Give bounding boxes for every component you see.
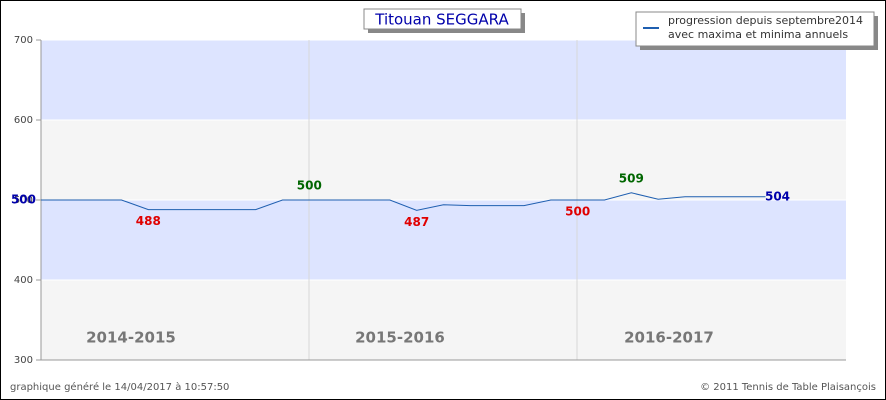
annotation: 500 [297, 179, 322, 193]
current-value: 500 [11, 193, 36, 207]
chart-title: Titouan SEGGARA [374, 11, 509, 29]
period-label: 2015-2016 [355, 329, 445, 347]
period-label: 2014-2015 [86, 329, 176, 347]
footer-right: © 2011 Tennis de Table Plaisançois [700, 382, 876, 393]
band [41, 40, 846, 120]
period-label: 2016-2017 [624, 329, 714, 347]
legend-label: progression depuis septembre2014 avec max… [668, 14, 863, 41]
y-tick-label: 400 [14, 275, 33, 286]
band [41, 120, 846, 200]
legend-line: progression depuis septembre2014 [668, 14, 863, 27]
annotation: 504 [765, 189, 790, 203]
title-box [363, 8, 522, 30]
y-tick-label: 500 [14, 195, 33, 206]
y-tick-label: 700 [14, 35, 33, 46]
y-tick-label: 600 [14, 115, 33, 126]
y-tick-label: 300 [14, 355, 33, 366]
annotation: 487 [404, 215, 429, 229]
legend-line: avec maxima et minima annuels [668, 28, 848, 41]
series-line [41, 192, 766, 211]
legend [635, 11, 875, 47]
annotation: 500 [565, 205, 590, 219]
band [41, 280, 846, 360]
annotation: 509 [619, 171, 644, 185]
footer-left: graphique généré le 14/04/2017 à 10:57:5… [10, 381, 229, 393]
band [41, 200, 846, 280]
annotation: 488 [136, 214, 161, 228]
